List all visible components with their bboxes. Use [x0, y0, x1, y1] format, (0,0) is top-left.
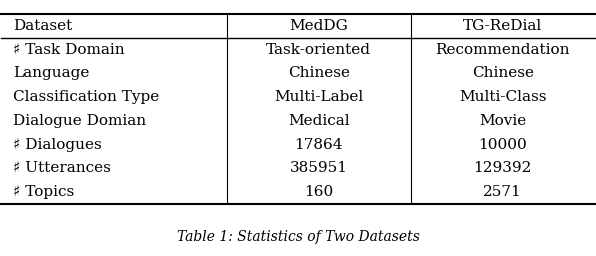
Text: 385951: 385951 — [290, 161, 347, 175]
Text: Medical: Medical — [288, 114, 350, 128]
Text: ♯ Task Domain: ♯ Task Domain — [13, 43, 125, 57]
Text: ♯ Topics: ♯ Topics — [13, 185, 74, 199]
Text: Language: Language — [13, 66, 89, 80]
Text: TG-ReDial: TG-ReDial — [463, 19, 542, 33]
Text: Classification Type: Classification Type — [13, 90, 160, 104]
Text: Recommendation: Recommendation — [436, 43, 570, 57]
Text: ♯ Dialogues: ♯ Dialogues — [13, 138, 102, 152]
Text: Task-oriented: Task-oriented — [266, 43, 371, 57]
Text: 160: 160 — [304, 185, 333, 199]
Text: Table 1: Statistics of Two Datasets: Table 1: Statistics of Two Datasets — [176, 230, 420, 244]
Text: 129392: 129392 — [473, 161, 532, 175]
Text: 10000: 10000 — [478, 138, 527, 152]
Text: MedDG: MedDG — [289, 19, 348, 33]
Text: Chinese: Chinese — [471, 66, 533, 80]
Text: 17864: 17864 — [294, 138, 343, 152]
Text: Movie: Movie — [479, 114, 526, 128]
Text: Dataset: Dataset — [13, 19, 73, 33]
Text: Dialogue Domian: Dialogue Domian — [13, 114, 147, 128]
Text: 2571: 2571 — [483, 185, 522, 199]
Text: Multi-Label: Multi-Label — [274, 90, 364, 104]
Text: Chinese: Chinese — [288, 66, 350, 80]
Text: Multi-Class: Multi-Class — [459, 90, 547, 104]
Text: ♯ Utterances: ♯ Utterances — [13, 161, 111, 175]
